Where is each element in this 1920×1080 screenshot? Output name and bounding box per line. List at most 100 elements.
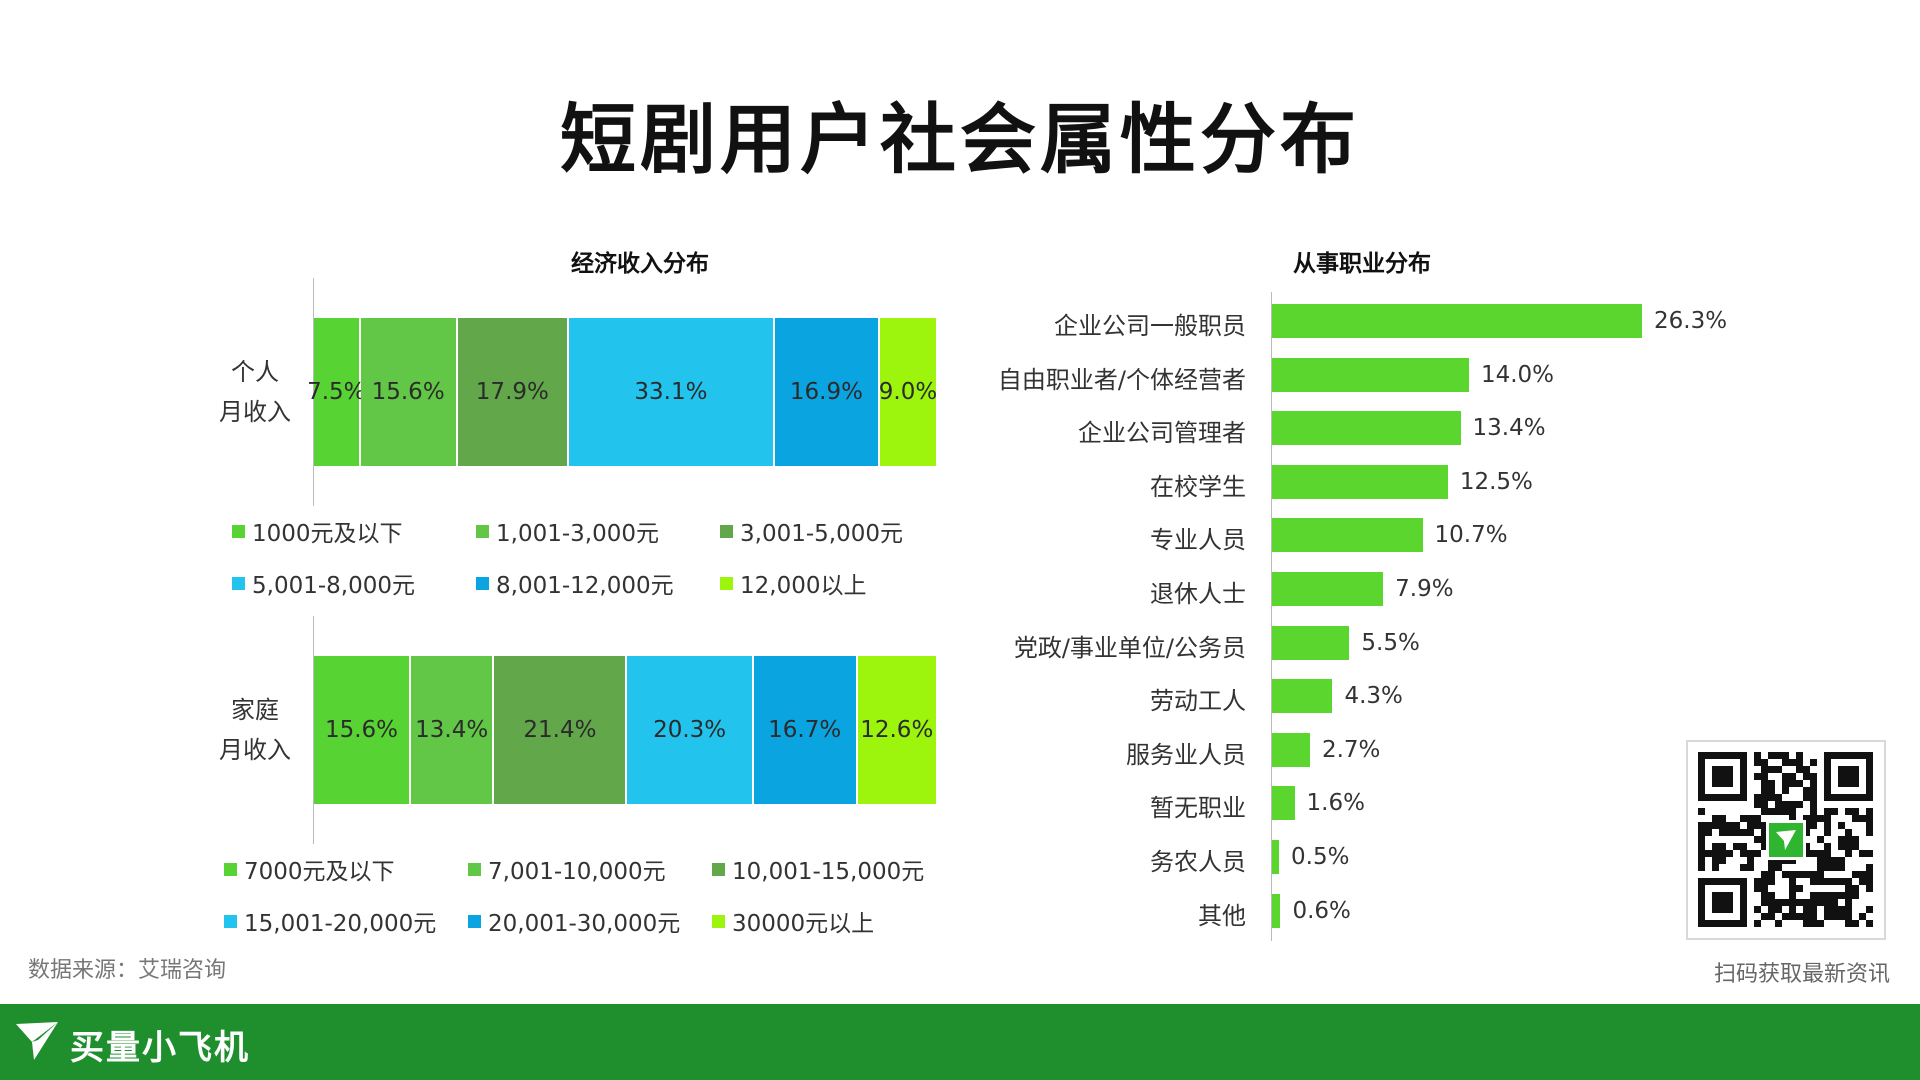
legend-label: 1,001-3,000元 <box>496 521 659 547</box>
occupation-value-label: 1.6% <box>1306 790 1365 817</box>
legend-label: 15,001-20,000元 <box>244 911 437 937</box>
income-legend-item: 12,000以上 <box>720 566 866 600</box>
income-axis-line <box>313 278 314 506</box>
income-legend-item: 7,001-10,000元 <box>468 852 666 886</box>
occupation-axis-line <box>1271 292 1272 942</box>
occupation-bar <box>1272 464 1448 499</box>
occupation-category-label: 企业公司一般职员 <box>1054 312 1246 340</box>
income-bar-segment: 7.5% <box>307 318 366 466</box>
occupation-category-label: 在校学生 <box>1150 472 1246 501</box>
income-legend-item: 7000元及以下 <box>224 852 395 886</box>
legend-swatch <box>476 576 489 590</box>
occupation-bar <box>1272 411 1461 446</box>
legend-label: 10,001-15,000元 <box>732 859 925 885</box>
income-legend-item: 3,001-5,000元 <box>720 514 903 548</box>
qr-caption: 扫码获取最新资讯 <box>1713 962 1890 987</box>
income-legend-item: 1000元及以下 <box>232 514 403 548</box>
legend-swatch <box>720 524 733 538</box>
occupation-category-label: 党政/事业单位/公务员 <box>1013 633 1246 662</box>
income-bar-segment: 12.6% <box>857 656 936 804</box>
occupation-bar <box>1272 893 1281 928</box>
occupation-value-label: 13.4% <box>1472 415 1546 442</box>
legend-label: 5,001-8,000元 <box>252 573 415 599</box>
occupation-bar <box>1272 679 1333 714</box>
legend-label: 20,001-30,000元 <box>488 911 681 937</box>
occupation-value-label: 0.5% <box>1291 844 1350 870</box>
qr-code <box>1686 740 1886 940</box>
occupation-bar <box>1272 572 1384 606</box>
occupation-category-label: 企业公司管理者 <box>1078 419 1246 448</box>
occupation-value-label: 2.7% <box>1321 736 1381 763</box>
legend-swatch <box>232 524 245 538</box>
qr-code-icon <box>1698 752 1873 927</box>
occupation-value-label: 14.0% <box>1480 361 1555 388</box>
occupation-category-label: 劳动工人 <box>1150 687 1246 716</box>
income-bar-segment: 15.6% <box>314 656 412 804</box>
income-legend-item: 30000元以上 <box>712 904 874 938</box>
occupation-bar <box>1272 732 1310 767</box>
data-source: 数据来源：艾瑞咨询 <box>28 958 227 983</box>
income-row-label: 家庭 月收入 <box>219 696 291 764</box>
income-bar-segment: 17.9% <box>457 318 569 466</box>
income-legend-item: 1,001-3,000元 <box>476 514 659 548</box>
income-legend-item: 5,001-8,000元 <box>232 566 415 600</box>
income-bar-segment: 9.0% <box>879 318 937 466</box>
brand-name: 买量小飞机 <box>70 1028 250 1068</box>
occupation-bar <box>1272 357 1469 392</box>
legend-swatch <box>224 862 237 876</box>
income-row-label: 个人 月收入 <box>219 358 291 426</box>
occupation-value-label: 7.9% <box>1395 576 1454 602</box>
occupation-category-label: 服务业人员 <box>1126 740 1246 769</box>
income-legend-item: 20,001-30,000元 <box>468 904 680 938</box>
legend-label: 30000元以上 <box>732 911 875 937</box>
income-chart-title: 经济收入分布 <box>571 251 709 277</box>
income-legend-item: 10,001-15,000元 <box>712 852 924 886</box>
paper-plane-logo-icon <box>16 1022 58 1060</box>
legend-label: 7000元及以下 <box>244 859 395 885</box>
income-stacked-bar: 7.5% 15.6% 17.9% 33.1% 16.9% 9.0% <box>307 318 937 466</box>
legend-swatch <box>232 576 245 590</box>
occupation-bar <box>1272 518 1423 553</box>
occupation-value-label: 4.3% <box>1344 683 1403 710</box>
occupation-category-label: 暂无职业 <box>1150 794 1246 823</box>
occupation-bar <box>1272 786 1295 821</box>
page-title: 短剧用户社会属性分布 <box>560 95 1360 184</box>
legend-swatch <box>720 576 733 590</box>
legend-swatch <box>712 862 725 876</box>
occupation-chart-title: 从事职业分布 <box>1293 251 1431 277</box>
income-bar-segment: 33.1% <box>569 318 775 466</box>
occupation-value-label: 12.5% <box>1459 468 1533 495</box>
income-axis-line <box>313 616 314 844</box>
legend-label: 7,001-10,000元 <box>488 859 666 885</box>
legend-swatch <box>468 862 481 876</box>
legend-label: 3,001-5,000元 <box>740 521 903 547</box>
occupation-category-label: 务农人员 <box>1150 848 1246 876</box>
income-bar-segment: 15.6% <box>360 318 458 466</box>
occupation-category-label: 专业人员 <box>1150 526 1246 555</box>
legend-swatch <box>712 914 725 928</box>
legend-label: 8,001-12,000元 <box>496 573 674 599</box>
legend-label: 1000元及以下 <box>252 521 403 547</box>
income-stacked-bar: 15.6% 13.4% 21.4% 20.3% 16.7% 12.6% <box>314 656 936 804</box>
income-bar-segment: 16.7% <box>753 656 858 804</box>
occupation-value-label: 5.5% <box>1361 629 1420 656</box>
occupation-value-label: 26.3% <box>1654 308 1728 334</box>
occupation-category-label: 其他 <box>1198 901 1246 930</box>
occupation-bar <box>1272 304 1642 338</box>
occupation-category-label: 自由职业者/个体经营者 <box>997 365 1246 394</box>
occupation-category-label: 退休人士 <box>1150 580 1246 608</box>
occupation-value-label: 10.7% <box>1434 522 1508 549</box>
income-bar-segment: 13.4% <box>411 656 495 804</box>
income-bar-segment: 16.9% <box>774 318 880 466</box>
legend-swatch <box>224 914 237 928</box>
occupation-bar <box>1272 840 1280 874</box>
legend-label: 12,000以上 <box>740 573 867 599</box>
legend-swatch <box>476 524 489 538</box>
income-bar-segment: 21.4% <box>494 656 628 804</box>
income-bar-segment: 20.3% <box>627 656 754 804</box>
occupation-value-label: 0.6% <box>1292 897 1351 924</box>
income-legend-item: 8,001-12,000元 <box>476 566 674 600</box>
footer-bar: 买量小飞机 <box>0 1004 1920 1080</box>
income-legend-item: 15,001-20,000元 <box>224 904 436 938</box>
legend-swatch <box>468 914 481 928</box>
